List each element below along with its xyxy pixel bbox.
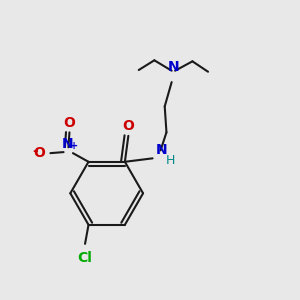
Text: N: N	[168, 60, 179, 74]
Text: H: H	[166, 154, 175, 166]
Text: N: N	[62, 137, 74, 152]
Text: -: -	[33, 144, 38, 158]
Text: O: O	[64, 116, 75, 130]
Text: O: O	[122, 119, 134, 133]
Text: N: N	[156, 142, 168, 157]
Text: O: O	[33, 146, 45, 160]
Text: +: +	[70, 141, 78, 151]
Text: Cl: Cl	[78, 251, 92, 265]
